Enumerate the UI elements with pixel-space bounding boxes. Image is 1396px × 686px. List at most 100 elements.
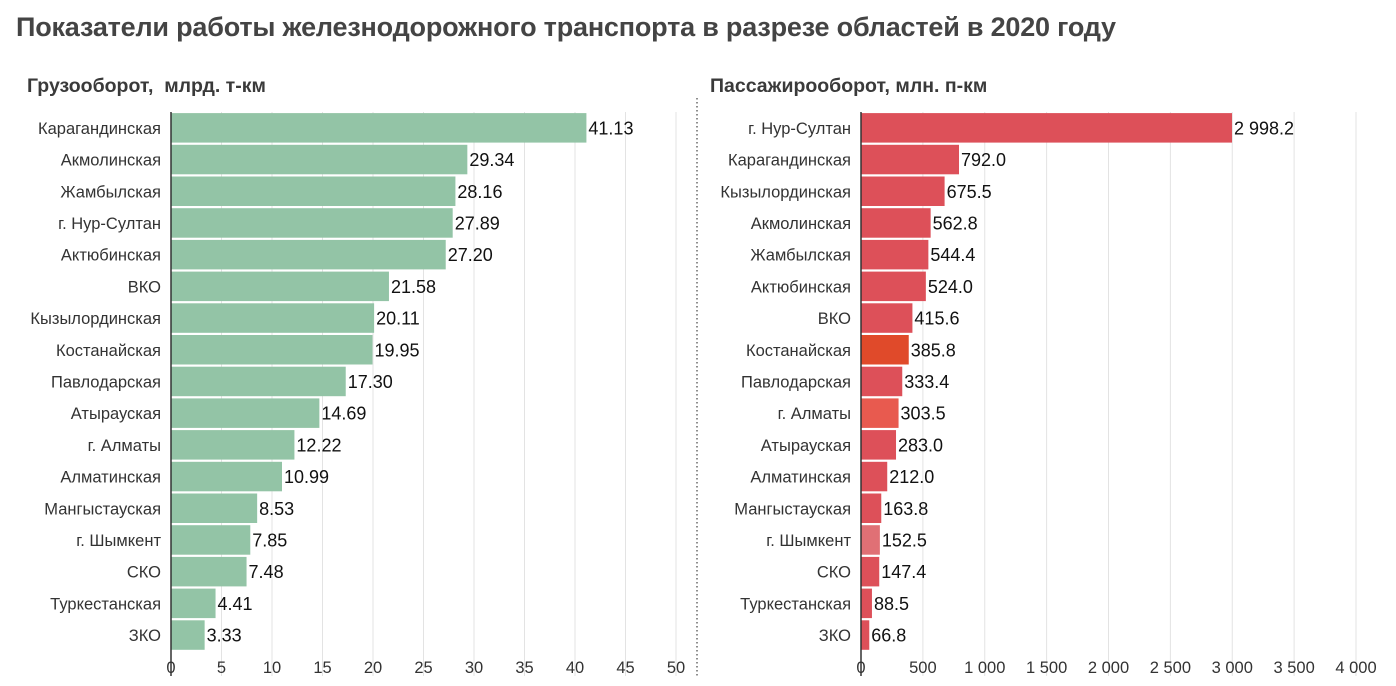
passenger-value-label: 163.8 — [883, 499, 928, 519]
passenger-category-label: Мангыстауская — [734, 500, 851, 518]
passenger-bar — [861, 271, 926, 302]
freight-tick-label: 45 — [616, 659, 634, 677]
freight-tick-label: 40 — [566, 659, 584, 677]
freight-category-label: Мангыстауская — [44, 500, 161, 518]
passenger-value-label: 524.0 — [928, 277, 973, 297]
freight-value-label: 27.89 — [455, 213, 500, 233]
freight-value-label: 41.13 — [588, 118, 633, 138]
freight-bar — [171, 335, 373, 365]
passenger-value-label: 283.0 — [898, 435, 943, 455]
freight-tick-label: 50 — [667, 659, 685, 677]
freight-bar — [171, 620, 205, 650]
passenger-bar — [861, 461, 888, 492]
freight-bar — [171, 588, 216, 619]
passenger-value-label: 2 998.2 — [1234, 118, 1294, 138]
passenger-bar — [861, 588, 872, 619]
freight-category-label: ЗКО — [129, 627, 161, 645]
passenger-category-label: г. Алматы — [778, 405, 851, 423]
freight-tick-label: 15 — [313, 659, 331, 677]
freight-value-label: 4.41 — [218, 594, 253, 614]
freight-value-label: 27.20 — [448, 245, 493, 265]
freight-tick-label: 5 — [217, 659, 226, 677]
freight-value-label: 3.33 — [207, 626, 242, 646]
freight-bar — [171, 430, 295, 460]
freight-bar — [171, 366, 346, 397]
passenger-bar — [861, 620, 870, 650]
passenger-tick-label: 500 — [909, 659, 937, 677]
freight-tick-label: 0 — [166, 659, 175, 677]
passenger-category-label: Кызылординская — [720, 183, 851, 201]
freight-category-label: Акмолинская — [61, 152, 161, 170]
passenger-value-label: 333.4 — [904, 372, 949, 392]
freight-tick-label: 10 — [263, 659, 281, 677]
passenger-value-label: 147.4 — [881, 562, 926, 582]
freight-category-label: Актюбинская — [61, 247, 161, 265]
passenger-tick-label: 4 000 — [1335, 659, 1376, 677]
freight-bar — [171, 461, 282, 492]
passenger-bar — [861, 208, 931, 238]
freight-value-label: 20.11 — [376, 309, 420, 329]
passenger-value-label: 303.5 — [901, 404, 946, 424]
freight-bar — [171, 556, 247, 587]
passenger-category-label: Жамбылская — [750, 247, 851, 265]
passenger-bar — [861, 144, 960, 175]
passenger-value-label: 415.6 — [914, 309, 959, 329]
passenger-tick-label: 0 — [856, 659, 865, 677]
passenger-tick-label: 2 500 — [1150, 659, 1191, 677]
freight-category-label: СКО — [127, 564, 161, 582]
passenger-value-label: 66.8 — [871, 626, 906, 646]
passenger-category-label: Атырауская — [761, 437, 851, 455]
passenger-bar — [861, 525, 880, 555]
passenger-bar — [861, 556, 880, 587]
freight-tick-label: 25 — [414, 659, 432, 677]
passenger-bar — [861, 176, 945, 206]
freight-bar — [171, 239, 446, 270]
passenger-bar — [861, 335, 909, 365]
freight-bar — [171, 525, 251, 555]
passenger-category-label: Костанайская — [746, 342, 851, 360]
passenger-bar — [861, 493, 882, 523]
passenger-category-label: Акмолинская — [751, 215, 851, 233]
passenger-category-label: г. Нур-Султан — [748, 120, 851, 138]
freight-category-label: Туркестанская — [50, 595, 161, 613]
page-title: Показатели работы железнодорожного транс… — [16, 12, 1116, 42]
freight-category-label: Карагандинская — [38, 120, 161, 138]
passenger-tick-label: 1 000 — [964, 659, 1005, 677]
passenger-bar — [861, 430, 897, 460]
passenger-value-label: 544.4 — [930, 245, 975, 265]
passenger-value-label: 562.8 — [933, 213, 978, 233]
freight-value-label: 12.22 — [296, 435, 341, 455]
freight-value-label: 10.99 — [284, 467, 329, 487]
freight-category-label: Алматинская — [60, 469, 161, 487]
freight-value-label: 7.85 — [252, 530, 287, 550]
passenger-value-label: 385.8 — [911, 340, 956, 360]
freight-tick-label: 20 — [364, 659, 382, 677]
passenger-bar — [861, 366, 903, 397]
passenger-category-label: г. Шымкент — [766, 532, 851, 550]
passenger-chart-title: Пассажирооборот, млн. п-км — [710, 75, 988, 97]
passenger-category-label: Туркестанская — [740, 595, 851, 613]
freight-category-label: Кызылординская — [30, 310, 161, 328]
freight-bar — [171, 303, 375, 333]
freight-category-label: г. Нур-Султан — [58, 215, 161, 233]
freight-value-label: 21.58 — [391, 277, 436, 297]
passenger-tick-label: 3 500 — [1273, 659, 1314, 677]
freight-value-label: 28.16 — [457, 182, 502, 202]
passenger-value-label: 152.5 — [882, 530, 927, 550]
freight-category-label: г. Шымкент — [76, 532, 161, 550]
freight-category-label: Костанайская — [56, 342, 161, 360]
freight-bar — [171, 113, 587, 143]
freight-category-label: Павлодарская — [51, 373, 161, 391]
freight-bar — [171, 398, 320, 428]
freight-category-label: Жамбылская — [60, 183, 161, 201]
passenger-category-label: ЗКО — [819, 627, 851, 645]
passenger-category-label: Алматинская — [750, 469, 851, 487]
passenger-tick-label: 3 000 — [1212, 659, 1253, 677]
passenger-value-label: 88.5 — [874, 594, 909, 614]
passenger-category-label: Карагандинская — [728, 152, 851, 170]
freight-value-label: 29.34 — [469, 150, 514, 170]
freight-value-label: 14.69 — [321, 404, 366, 424]
freight-value-label: 17.30 — [348, 372, 393, 392]
freight-category-label: г. Алматы — [88, 437, 161, 455]
passenger-tick-label: 1 500 — [1026, 659, 1067, 677]
